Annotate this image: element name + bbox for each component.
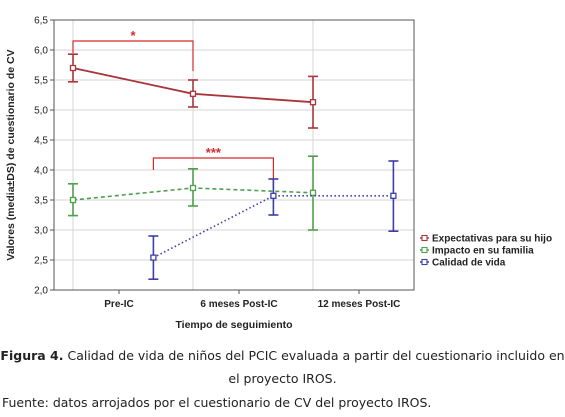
data-point (390, 192, 397, 199)
plot-area-frame (53, 19, 415, 291)
x-tick-label: 6 meses Post-IC (200, 299, 277, 310)
significance-bracket (152, 157, 274, 188)
x-axis-ticks: Pre-IC 6 meses Post-IC 12 meses Post-IC (104, 290, 400, 310)
figure-caption: Figura 4. Calidad de vida de niños del P… (0, 344, 565, 390)
x-tick-label: 12 meses Post-IC (318, 299, 401, 310)
series-group (68, 53, 318, 129)
data-point (309, 189, 317, 196)
significance-bracket (72, 40, 194, 71)
series-line (153, 195, 394, 259)
legend-marker (421, 258, 428, 266)
series-group (68, 155, 318, 231)
y-tick-label: 3,0 (34, 226, 48, 237)
legend-label: Calidad de vida (432, 258, 506, 269)
significance-label: * (130, 28, 136, 43)
y-tick-label: 4,0 (34, 166, 48, 177)
figure-caption-text: Calidad de vida de niños del PCIC evalua… (63, 348, 565, 386)
x-axis-title: Tiempo de seguimiento (175, 319, 292, 331)
legend-marker (421, 234, 428, 242)
data-point (150, 254, 157, 261)
chart-series (68, 53, 399, 281)
significance-label: *** (206, 145, 222, 160)
data-point (189, 90, 197, 97)
y-tick-label: 6,5 (34, 16, 48, 27)
series-group (148, 160, 399, 281)
y-axis-title: Valores (media±DS) de cuestionario de CV (5, 49, 17, 260)
data-point (270, 192, 277, 199)
figure-label: Figura 4. (0, 348, 64, 363)
y-tick-label: 6,0 (34, 46, 48, 57)
y-tick-label: 3,5 (34, 196, 48, 207)
x-tick-label: Pre-IC (104, 299, 133, 310)
chart: **** 2,02,53,03,54,04,55,05,56,06,5 Pre-… (5, 16, 552, 332)
significance-annotations: **** (72, 28, 274, 188)
data-point (69, 64, 77, 72)
chart-grid (54, 20, 414, 290)
data-point (69, 196, 77, 204)
data-point (309, 99, 317, 106)
y-tick-label: 5,5 (34, 76, 48, 87)
y-tick-label: 2,0 (34, 286, 48, 297)
y-tick-label: 4,5 (34, 136, 48, 147)
source-note: Fuente: datos arrojados por el cuestiona… (2, 395, 432, 410)
y-axis-ticks: 2,0 2,5 3,0 3,5 4,0 4,5 5,0 5,5 6,0 6,5 (34, 16, 54, 297)
legend-label: Expectativas para su hijo (432, 234, 552, 245)
legend-label: Impacto en su familia (432, 246, 534, 257)
legend-marker (421, 246, 428, 254)
y-tick-label: 2,5 (34, 256, 48, 267)
data-point (189, 184, 197, 192)
y-tick-label: 5,0 (34, 106, 48, 117)
